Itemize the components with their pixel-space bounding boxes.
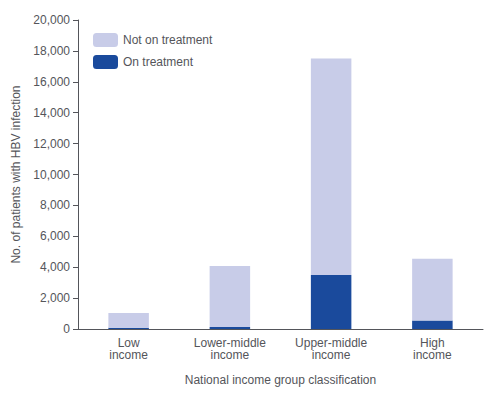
svg-text:2,000: 2,000	[40, 291, 70, 305]
svg-text:On treatment: On treatment	[123, 55, 194, 69]
svg-text:Lower-middle: Lower-middle	[193, 336, 266, 350]
svg-text:12,000: 12,000	[33, 137, 70, 151]
svg-text:10,000: 10,000	[33, 168, 70, 182]
svg-text:income: income	[413, 348, 452, 362]
svg-text:income: income	[211, 348, 250, 362]
svg-text:4,000: 4,000	[40, 260, 70, 274]
svg-text:14,000: 14,000	[33, 106, 70, 120]
svg-text:Upper-middle: Upper-middle	[295, 336, 368, 350]
svg-text:National income group classifi: National income group classification	[185, 373, 376, 387]
svg-text:Not on treatment: Not on treatment	[123, 33, 213, 47]
svg-text:0: 0	[63, 322, 70, 336]
svg-text:20,000: 20,000	[33, 13, 70, 27]
svg-text:6,000: 6,000	[40, 229, 70, 243]
svg-text:Low: Low	[117, 336, 140, 350]
svg-text:High: High	[420, 336, 445, 350]
svg-text:18,000: 18,000	[33, 44, 70, 58]
svg-text:8,000: 8,000	[40, 198, 70, 212]
svg-text:income: income	[312, 348, 351, 362]
svg-text:16,000: 16,000	[33, 75, 70, 89]
svg-text:No. of patients with HBV infec: No. of patients with HBV infection	[9, 85, 23, 263]
svg-text:income: income	[109, 348, 148, 362]
